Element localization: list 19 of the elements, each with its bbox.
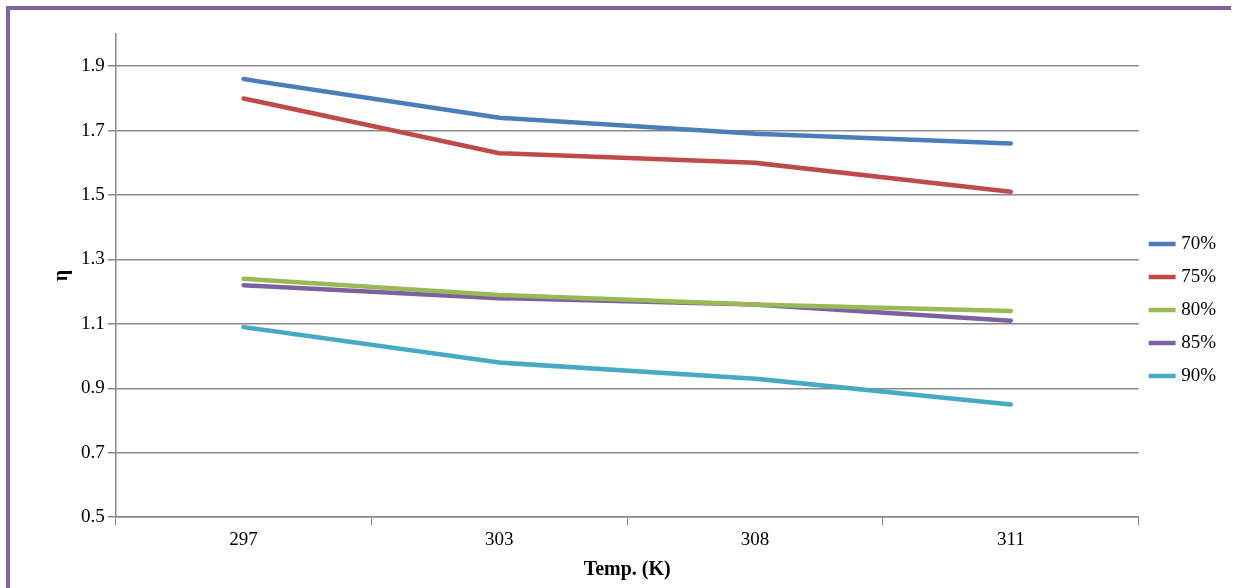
y-tick-label: 1.1: [81, 311, 105, 333]
x-axis-title: Temp. (K): [583, 557, 671, 581]
y-tick-label: 0.7: [81, 440, 105, 462]
y-tick-label: 1.9: [81, 54, 105, 76]
y-tick-label: 0.5: [81, 505, 105, 527]
legend-label: 80%: [1181, 297, 1217, 319]
y-axis-title: η: [49, 269, 73, 282]
x-tick-label: 311: [996, 527, 1025, 549]
x-tick-label: 297: [229, 527, 258, 549]
x-tick-label: 303: [485, 527, 514, 549]
legend-label: 75%: [1181, 264, 1217, 286]
legend-label: 90%: [1181, 363, 1217, 385]
y-tick-label: 0.9: [81, 376, 105, 398]
x-tick-label: 308: [740, 527, 770, 549]
y-tick-label: 1.5: [81, 183, 105, 205]
legend-label: 85%: [1181, 330, 1217, 352]
y-tick-label: 1.3: [81, 247, 105, 269]
y-tick-label: 1.7: [81, 118, 105, 140]
legend-label: 70%: [1181, 231, 1217, 253]
